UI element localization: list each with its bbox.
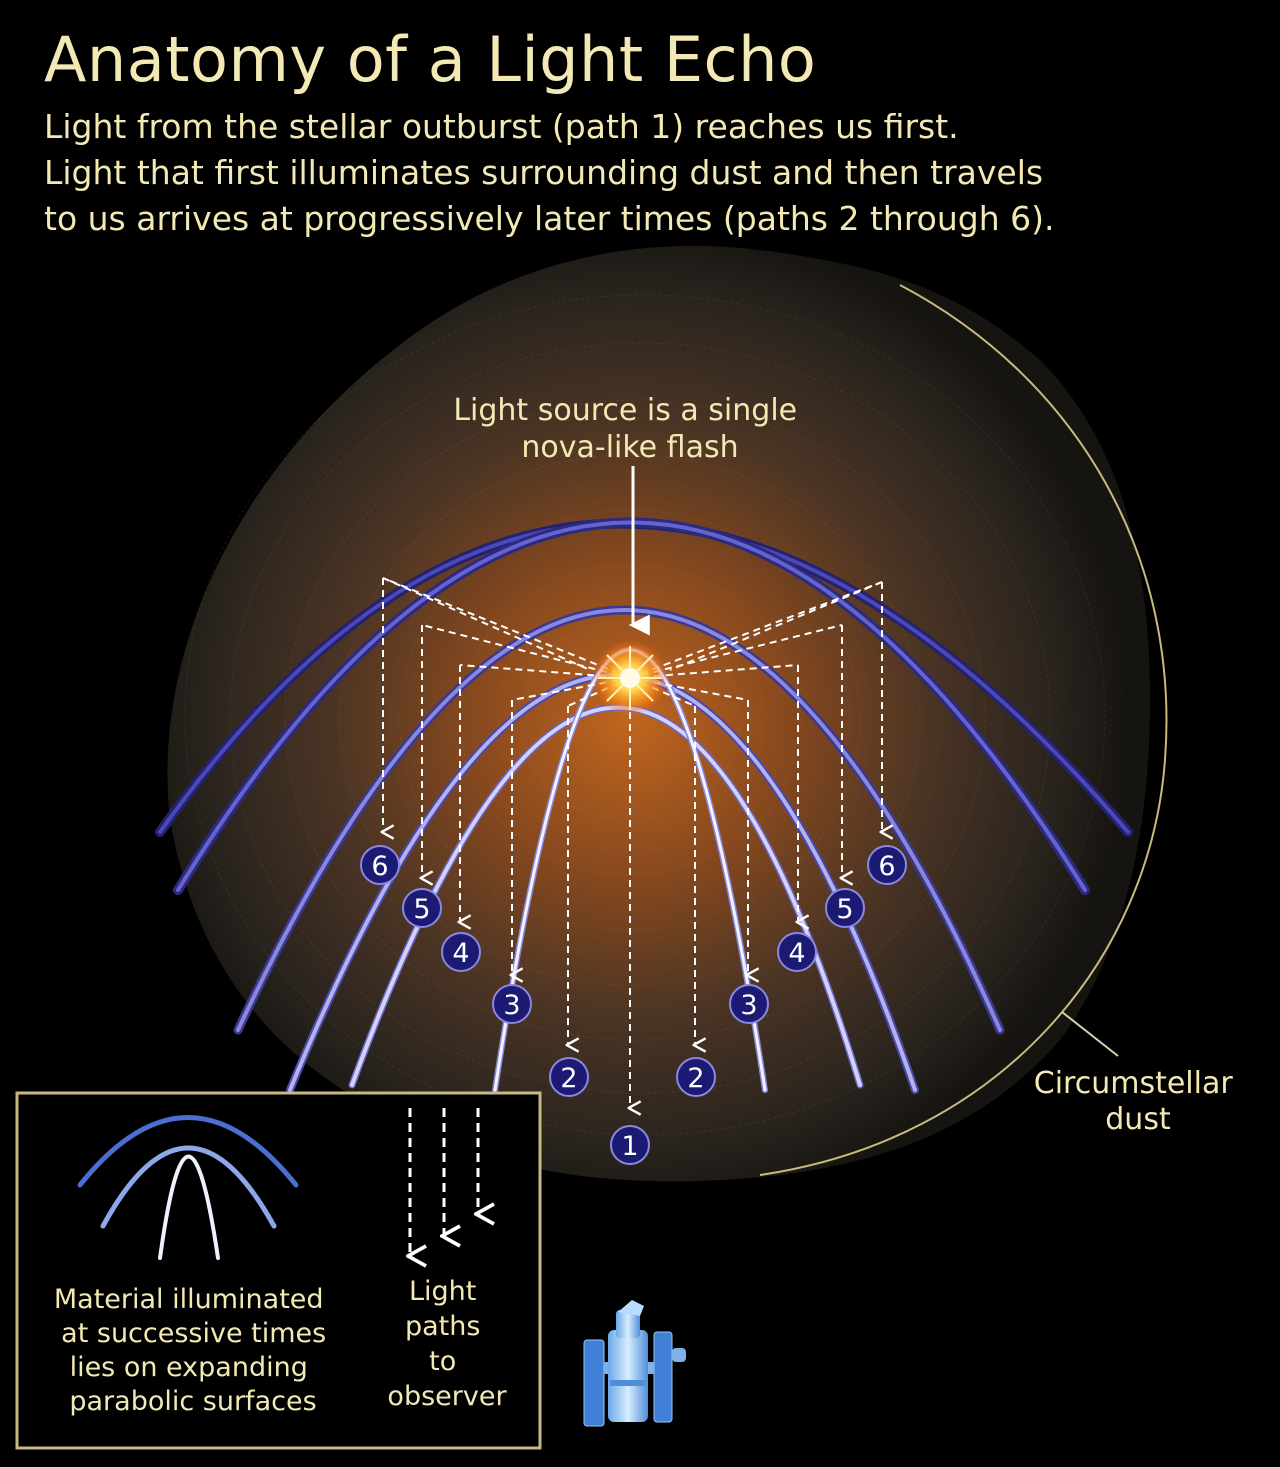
legend-light-paths: [410, 1108, 478, 1256]
path-marker-number: 1: [621, 1131, 638, 1162]
nova-flash-icon: [592, 640, 668, 716]
path-marker-number: 3: [740, 990, 757, 1021]
legend-box: [15, 1091, 542, 1450]
path-marker-number: 6: [371, 851, 388, 882]
path-marker-4: 4: [441, 932, 481, 972]
subtitle-line: Light that first illuminates surrounding…: [44, 153, 1044, 192]
dust-label-leader: [1061, 1011, 1119, 1057]
path-marker-2: 2: [549, 1057, 589, 1097]
light-paths-scatter: [382, 577, 883, 707]
path-marker-number: 2: [560, 1063, 577, 1094]
source-label: Light source is a single nova-like flash: [453, 393, 806, 465]
legend: Material illuminated at successive times…: [15, 1091, 542, 1450]
path-marker-1: 1: [610, 1125, 650, 1165]
path-marker-6: 6: [867, 845, 907, 885]
path-marker-6: 6: [360, 845, 400, 885]
path-marker-2: 2: [676, 1057, 716, 1097]
path-marker-number: 3: [503, 990, 520, 1021]
page-title: Anatomy of a Light Echo: [44, 23, 817, 96]
legend-paths-label: Light paths to observer: [387, 1276, 507, 1412]
legend-parabolas: [77, 1115, 299, 1260]
path-marker-number: 5: [413, 894, 430, 925]
subtitle: Light from the stellar outburst (path 1)…: [44, 104, 1264, 242]
path-marker-3: 3: [729, 984, 769, 1024]
path-marker-5: 5: [825, 888, 865, 928]
dust-label: Circumstellar dust: [1034, 1066, 1242, 1137]
path-marker-number: 6: [878, 851, 895, 882]
path-marker-5: 5: [402, 888, 442, 928]
subtitle-line: Light from the stellar outburst (path 1)…: [44, 107, 959, 146]
path-marker-number: 2: [687, 1063, 704, 1094]
path-markers: 12 23 34 45 56 6: [360, 845, 907, 1165]
path-marker-number: 4: [788, 938, 805, 969]
dust-boundary-arc: [759, 284, 1168, 1176]
light-paths-observer: [383, 578, 882, 1108]
telescope-icon: [583, 1300, 686, 1427]
path-marker-number: 5: [836, 894, 853, 925]
path-marker-3: 3: [492, 984, 532, 1024]
path-marker-4: 4: [777, 932, 817, 972]
legend-material-label: Material illuminated at successive times…: [54, 1284, 335, 1417]
subtitle-line: to us arrives at progressively later tim…: [44, 199, 1055, 238]
path-marker-number: 4: [452, 938, 469, 969]
